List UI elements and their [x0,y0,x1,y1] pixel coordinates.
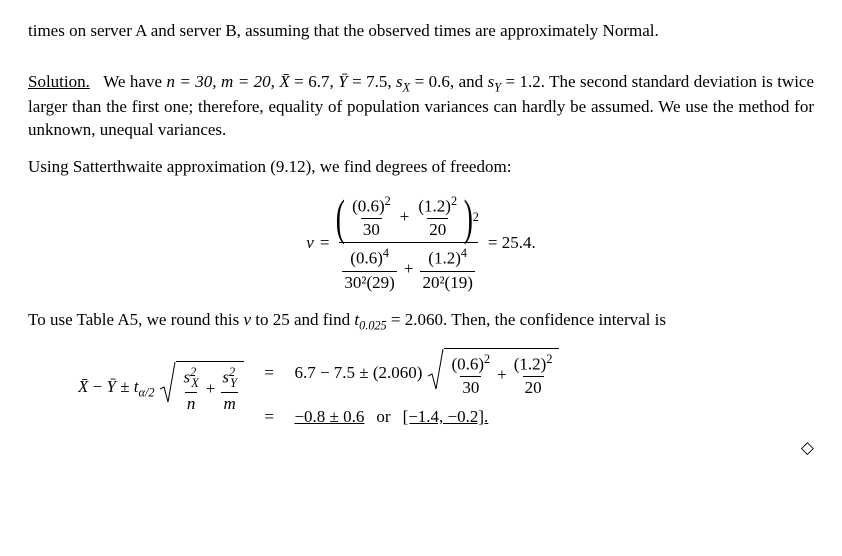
ybar-eq: = 7.5, [348,72,396,91]
xbar-sym: X̄ [279,72,289,91]
intro-line: times on server A and server B, assuming… [28,20,814,43]
sy-sym: sY [488,72,501,91]
satter-text: Using Satterthwaite approximation (9.12)… [28,156,814,179]
sy-eq: = 1.2. The [501,72,576,91]
ci-rhs-col: = 6.7 − 7.5 ± (2.060) (0.6)2 30 + (1.2)2… [264,348,559,429]
soln-text-1: We have [103,72,166,91]
sqrt-lhs: s2X n + s2Y m [160,361,243,416]
end-diamond: ◇ [28,437,814,460]
nu-equation: ν = ( (0.6)2 30 + (1.2)2 20 ) 2 (0.6)4 [28,193,814,295]
nu-sym: ν [306,232,314,255]
nu-frac: ( (0.6)2 30 + (1.2)2 20 ) 2 (0.6)4 30²(2… [336,193,480,295]
ybar-sym: Ȳ [338,72,347,91]
m-eq: m = 20, [221,72,279,91]
xbar-eq: = 6.7, [290,72,338,91]
ci-equation: X̄ − Ȳ ± tα/2 s2X n + s2Y m = 6.7 − 7.5 … [78,348,814,429]
eq-sign-1: = [320,232,330,255]
rhs-nums: 6.7 − 7.5 ± (2.060) [294,362,422,385]
nu-result: = 25.4. [488,232,536,255]
solution-para: Solution. We have n = 30, m = 20, X̄ = 6… [28,71,814,142]
sx-eq: = 0.6, and [410,72,487,91]
ci-lhs: X̄ − Ȳ ± tα/2 [78,376,154,401]
sqrt-rhs: (0.6)2 30 + (1.2)2 20 [428,348,559,401]
rhs-final: −0.8 ± 0.6 [294,406,364,429]
n-eq: n = 30, [166,72,221,91]
or-text: or [376,406,390,429]
round-text: To use Table A5, we round this ν to 25 a… [28,309,814,334]
sx-sym: sX [396,72,410,91]
solution-label: Solution. [28,72,90,91]
interval: [−1.4, −0.2]. [403,406,489,429]
